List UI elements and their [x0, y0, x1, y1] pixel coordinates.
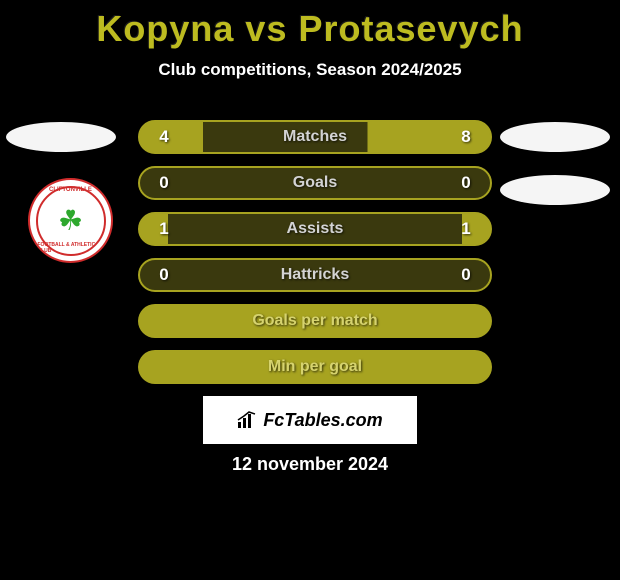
- stat-row-empty: Goals per match: [138, 304, 492, 338]
- footer-date: 12 november 2024: [0, 454, 620, 475]
- page-subtitle: Club competitions, Season 2024/2025: [0, 60, 620, 80]
- stat-row: 0 Hattricks 0: [138, 258, 492, 292]
- brand-chart-icon: [237, 411, 257, 429]
- stat-right-value: 1: [456, 219, 476, 239]
- page-title: Kopyna vs Protasevych: [0, 0, 620, 50]
- club-sub: FOOTBALL & ATHLETIC CLUB: [38, 242, 104, 254]
- stat-left-value: 4: [154, 127, 174, 147]
- stat-left-value: 1: [154, 219, 174, 239]
- club-badge: CLIFTONVILLE ☘ FOOTBALL & ATHLETIC CLUB: [28, 178, 113, 263]
- stat-label: Hattricks: [174, 266, 456, 284]
- left-team-placeholder: [6, 122, 116, 152]
- stat-right-value: 8: [456, 127, 476, 147]
- club-name: CLIFTONVILLE: [49, 187, 92, 193]
- club-badge-inner: CLIFTONVILLE ☘ FOOTBALL & ATHLETIC CLUB: [36, 186, 106, 256]
- stat-right-value: 0: [456, 265, 476, 285]
- stat-left-value: 0: [154, 173, 174, 193]
- brand-box: FcTables.com: [203, 396, 417, 444]
- stat-row-empty: Min per goal: [138, 350, 492, 384]
- right-team-placeholder-1: [500, 122, 610, 152]
- stat-row: 0 Goals 0: [138, 166, 492, 200]
- stat-label: Assists: [174, 220, 456, 238]
- brand-text: FcTables.com: [263, 410, 382, 431]
- stats-container: 4 Matches 8 0 Goals 0 1 Assists 1 0 Hatt…: [138, 120, 492, 396]
- stat-label: Goals: [174, 174, 456, 192]
- stat-row: 4 Matches 8: [138, 120, 492, 154]
- stat-label: Goals per match: [252, 312, 377, 330]
- stat-right-value: 0: [456, 173, 476, 193]
- stat-row: 1 Assists 1: [138, 212, 492, 246]
- right-team-placeholder-2: [500, 175, 610, 205]
- shamrock-icon: ☘: [58, 204, 83, 237]
- stat-label: Matches: [174, 128, 456, 146]
- stat-left-value: 0: [154, 265, 174, 285]
- stat-label: Min per goal: [268, 358, 362, 376]
